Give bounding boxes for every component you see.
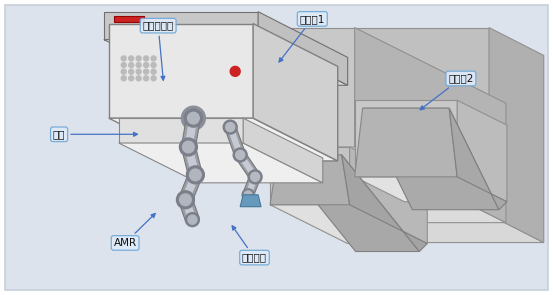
Circle shape bbox=[176, 191, 195, 209]
Polygon shape bbox=[354, 27, 506, 223]
Polygon shape bbox=[342, 155, 427, 252]
Circle shape bbox=[129, 63, 134, 68]
Polygon shape bbox=[184, 146, 200, 176]
Circle shape bbox=[182, 141, 194, 153]
Polygon shape bbox=[258, 12, 348, 85]
Polygon shape bbox=[270, 205, 427, 244]
Polygon shape bbox=[104, 12, 258, 40]
Circle shape bbox=[187, 112, 199, 124]
Polygon shape bbox=[270, 155, 349, 205]
Circle shape bbox=[151, 69, 156, 74]
Polygon shape bbox=[489, 27, 544, 242]
Polygon shape bbox=[218, 27, 354, 147]
Circle shape bbox=[129, 76, 134, 81]
Circle shape bbox=[188, 215, 197, 224]
FancyBboxPatch shape bbox=[6, 5, 547, 290]
Circle shape bbox=[136, 56, 141, 61]
Polygon shape bbox=[181, 145, 202, 177]
Circle shape bbox=[136, 63, 141, 68]
Text: 原料框2: 原料框2 bbox=[420, 73, 473, 110]
Circle shape bbox=[144, 76, 149, 81]
Polygon shape bbox=[181, 173, 200, 201]
Polygon shape bbox=[278, 155, 419, 252]
Circle shape bbox=[226, 122, 234, 132]
Polygon shape bbox=[218, 147, 506, 223]
Circle shape bbox=[129, 56, 134, 61]
Polygon shape bbox=[181, 198, 197, 221]
Polygon shape bbox=[270, 147, 349, 205]
Circle shape bbox=[244, 191, 252, 199]
Circle shape bbox=[121, 69, 126, 74]
Circle shape bbox=[144, 69, 149, 74]
Polygon shape bbox=[253, 24, 338, 161]
Text: AMR: AMR bbox=[113, 214, 155, 248]
Circle shape bbox=[230, 66, 240, 76]
Circle shape bbox=[180, 194, 191, 206]
Polygon shape bbox=[114, 16, 144, 22]
Circle shape bbox=[144, 63, 149, 68]
Polygon shape bbox=[237, 153, 258, 179]
Polygon shape bbox=[243, 118, 323, 183]
Circle shape bbox=[242, 189, 254, 201]
Circle shape bbox=[151, 63, 156, 68]
Polygon shape bbox=[227, 126, 243, 156]
Polygon shape bbox=[225, 125, 246, 157]
Circle shape bbox=[121, 63, 126, 68]
Polygon shape bbox=[109, 118, 338, 161]
Polygon shape bbox=[236, 152, 259, 180]
Polygon shape bbox=[179, 197, 199, 222]
Circle shape bbox=[251, 172, 259, 181]
Circle shape bbox=[121, 56, 126, 61]
Text: 原料框1: 原料框1 bbox=[279, 14, 325, 62]
Polygon shape bbox=[349, 147, 427, 244]
Polygon shape bbox=[457, 100, 507, 202]
Polygon shape bbox=[243, 175, 260, 197]
Polygon shape bbox=[349, 215, 544, 242]
Circle shape bbox=[185, 213, 200, 227]
Circle shape bbox=[144, 56, 149, 61]
Polygon shape bbox=[349, 27, 489, 215]
Circle shape bbox=[248, 170, 262, 184]
Text: 成品料框: 成品料框 bbox=[232, 226, 267, 263]
Circle shape bbox=[136, 76, 141, 81]
Polygon shape bbox=[240, 195, 261, 207]
Polygon shape bbox=[104, 40, 348, 85]
Circle shape bbox=[185, 110, 201, 126]
Circle shape bbox=[151, 76, 156, 81]
Text: 摄干: 摄干 bbox=[53, 129, 138, 139]
Circle shape bbox=[121, 76, 126, 81]
Circle shape bbox=[233, 148, 247, 162]
Circle shape bbox=[186, 166, 205, 184]
Polygon shape bbox=[109, 24, 253, 118]
Circle shape bbox=[185, 109, 202, 127]
Circle shape bbox=[129, 69, 134, 74]
Polygon shape bbox=[119, 118, 243, 143]
Circle shape bbox=[180, 138, 197, 156]
Polygon shape bbox=[119, 143, 323, 183]
Polygon shape bbox=[354, 100, 457, 177]
Polygon shape bbox=[449, 108, 507, 210]
Circle shape bbox=[151, 56, 156, 61]
Circle shape bbox=[181, 106, 205, 130]
Polygon shape bbox=[181, 117, 200, 148]
Circle shape bbox=[190, 169, 201, 181]
Circle shape bbox=[136, 69, 141, 74]
Text: 协作机器人: 协作机器人 bbox=[143, 21, 174, 80]
Polygon shape bbox=[179, 172, 202, 202]
Polygon shape bbox=[184, 117, 198, 148]
Circle shape bbox=[223, 120, 237, 134]
Circle shape bbox=[236, 150, 244, 160]
Polygon shape bbox=[363, 108, 499, 210]
Polygon shape bbox=[245, 176, 258, 196]
Polygon shape bbox=[354, 108, 457, 177]
Polygon shape bbox=[354, 177, 507, 202]
